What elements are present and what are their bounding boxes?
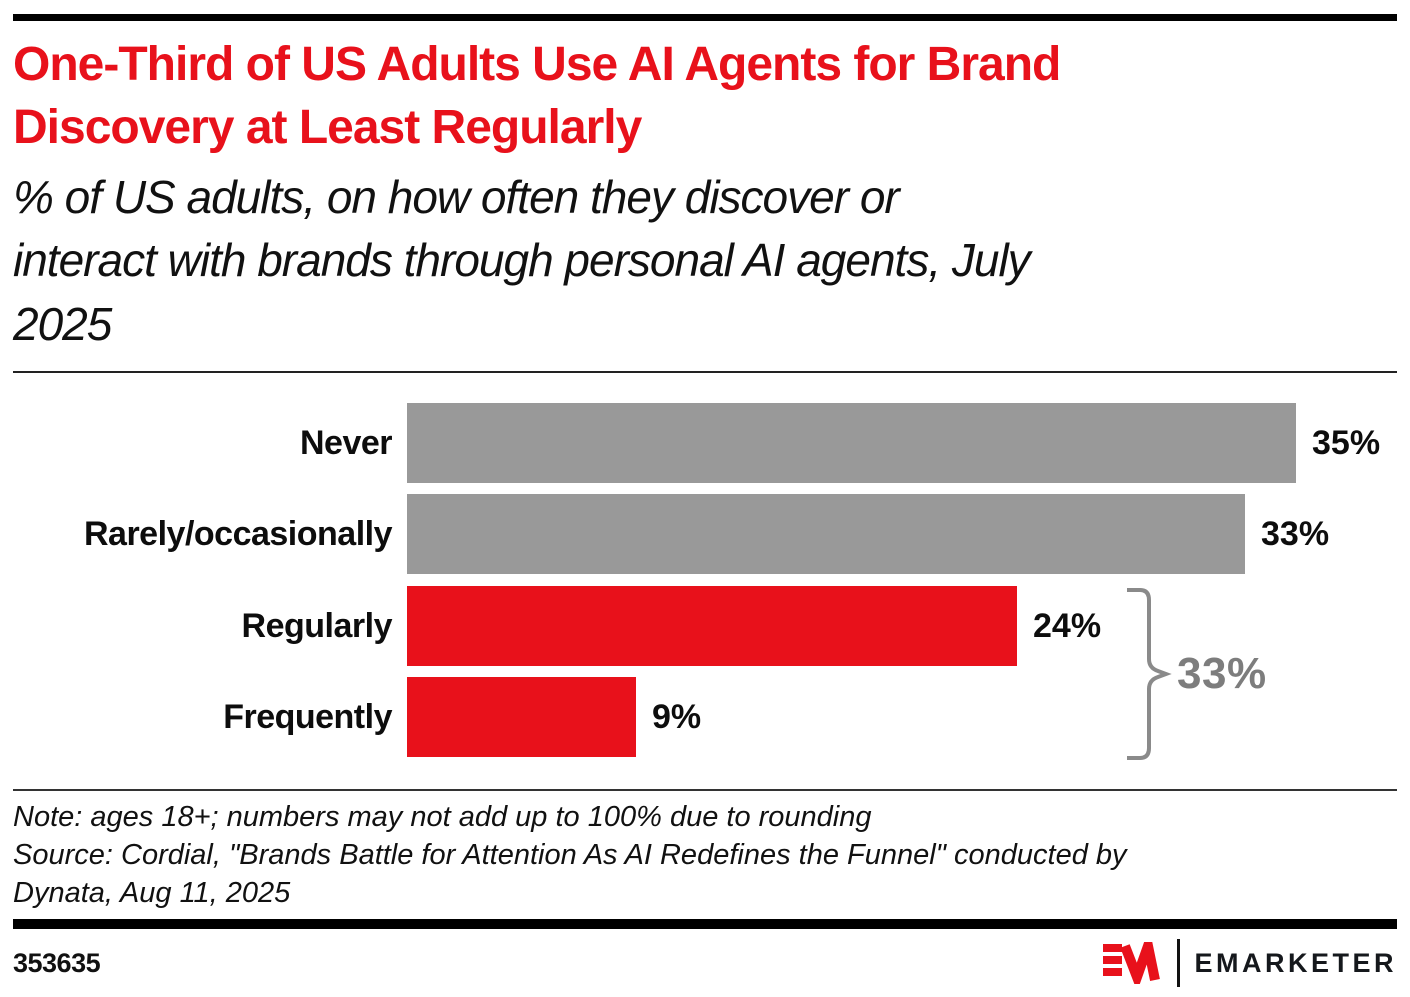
footnotes: Note: ages 18+; numbers may not add up t… (13, 791, 1397, 912)
em-logo-icon (1103, 942, 1161, 985)
top-black-bar (13, 14, 1397, 21)
footnote-divider (13, 789, 1397, 792)
category-label: Frequently (223, 697, 392, 736)
value-label: 9% (652, 697, 702, 736)
note-text: Note: ages 18+; numbers may not add up t… (13, 801, 872, 834)
bar-regularly (407, 586, 1017, 667)
logo-divider (1177, 939, 1181, 988)
brace-group-value: 33% (1177, 649, 1267, 699)
value-label: 35% (1312, 423, 1381, 462)
group-brace-icon (1127, 588, 1172, 761)
value-label: 24% (1033, 606, 1102, 645)
emarketer-logo: EMARKETER (1103, 939, 1397, 988)
chart-id: 353635 (13, 947, 101, 978)
category-label: Rarely/occasionally (83, 514, 393, 553)
bar-chart: Never 35% Rarely/occasionally 33% Regula… (13, 373, 1397, 789)
footer: 353635 EMARKETER (13, 929, 1397, 997)
brand-name: EMARKETER (1194, 947, 1397, 978)
header-divider (13, 371, 1397, 374)
bar-row-rarely: Rarely/occasionally 33% (13, 494, 1397, 575)
bar-frequently (407, 677, 636, 758)
category-label: Never (299, 423, 393, 462)
bar-row-regularly: Regularly 24% (13, 586, 1397, 667)
bottom-black-bar (13, 919, 1397, 930)
bar-row-frequently: Frequently 9% (13, 677, 1397, 758)
bar-row-never: Never 35% (13, 403, 1397, 484)
source-text: Source: Cordial, "Brands Battle for Atte… (13, 838, 1127, 909)
bar-rarely (407, 494, 1245, 575)
bar-never (407, 403, 1296, 484)
value-label: 33% (1261, 514, 1330, 553)
chart-title: One-Third of US Adults Use AI Agents for… (13, 38, 1061, 155)
category-label: Regularly (241, 606, 393, 645)
chart-subtitle: % of US adults, on how often they discov… (13, 170, 1031, 350)
